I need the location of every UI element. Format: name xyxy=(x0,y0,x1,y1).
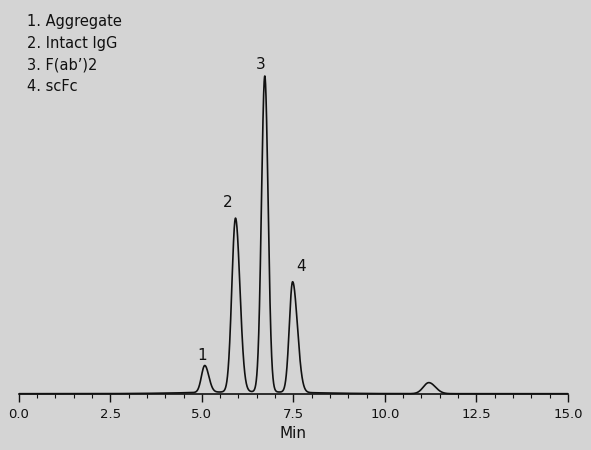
Text: 2: 2 xyxy=(223,195,233,211)
Text: 4: 4 xyxy=(297,259,306,274)
X-axis label: Min: Min xyxy=(280,426,307,441)
Text: 3: 3 xyxy=(256,57,266,72)
Text: 1: 1 xyxy=(197,348,207,363)
Text: 1. Aggregate
2. Intact IgG
3. F(ab’)2
4. scFc: 1. Aggregate 2. Intact IgG 3. F(ab’)2 4.… xyxy=(27,14,122,94)
